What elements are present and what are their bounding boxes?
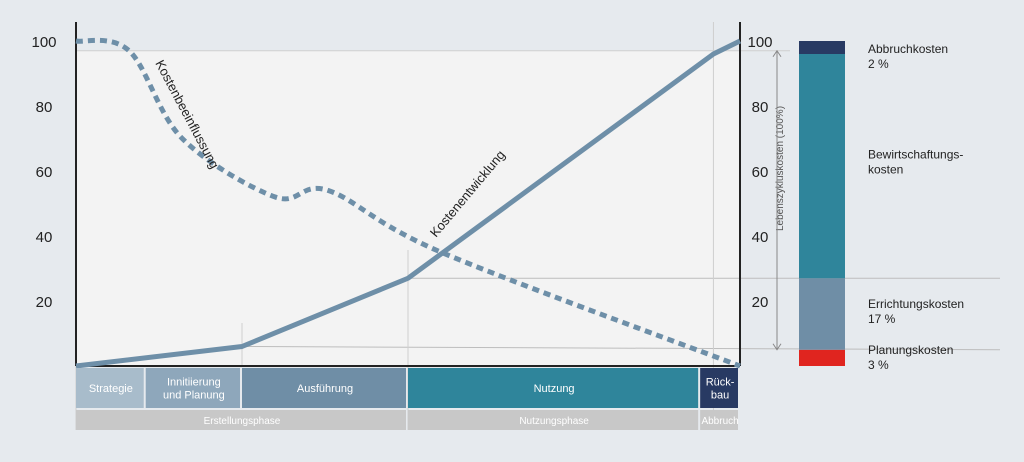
range-arrow-head	[772, 49, 782, 58]
left-axis-tick-label: 20	[36, 294, 53, 311]
phase-label: Nutzung	[534, 383, 575, 395]
range-arrow-head	[772, 343, 782, 351]
phase-group-segment	[700, 410, 738, 430]
phase-label: und Planung	[163, 390, 225, 402]
phase-segment	[242, 368, 406, 408]
stacked-bar-segment	[799, 54, 845, 279]
stacked-bar-segment	[799, 41, 845, 54]
phase-group-segment	[76, 410, 406, 430]
phase-segment	[700, 368, 738, 408]
phase-label: Strategie	[89, 383, 133, 395]
stacked-bar-value: 17 %	[868, 312, 896, 326]
right-axis-tick-label: 60	[752, 164, 769, 181]
stacked-bar-label: Errichtungskosten	[868, 297, 964, 311]
phase-label: bau	[711, 390, 729, 402]
phase-segment	[76, 368, 144, 408]
left-axis-tick-label: 60	[36, 164, 53, 181]
phase-segment	[408, 368, 699, 408]
phase-label: Ausführung	[297, 383, 353, 395]
phase-group-segment	[408, 410, 699, 430]
series-line-kostenentwicklung	[75, 38, 742, 369]
left-axis-tick-label: 100	[31, 34, 56, 51]
right-axis-tick-label: 20	[752, 294, 769, 311]
phase-segment	[145, 368, 240, 408]
phase-group-label: Abbruch	[701, 416, 738, 427]
series-line-kostenbeeinflussung	[75, 37, 741, 369]
stacked-bar-value: 3 %	[868, 358, 889, 372]
reference-line-horizontal	[241, 346, 1001, 351]
right-axis-label: Lebenszykluskosten (100%)	[775, 106, 786, 231]
stacked-bar-label: Bewirtschaftungs-	[868, 148, 963, 162]
right-axis-tick-label: 80	[752, 99, 769, 116]
stacked-bar-segment	[799, 349, 845, 366]
phase-label: Rück-	[706, 377, 735, 389]
stacked-bar-label: kosten	[868, 163, 903, 177]
stacked-bar-label: Abbruchkosten	[868, 42, 948, 56]
phase-group-label: Nutzungsphase	[519, 416, 589, 427]
stacked-bar-segment	[799, 278, 845, 350]
right-axis-tick-label: 40	[752, 229, 769, 246]
stacked-bar-label: Planungskosten	[868, 343, 953, 357]
left-axis-tick-label: 40	[36, 229, 53, 246]
phase-group-label: Erstellungsphase	[204, 416, 281, 427]
right-axis-tick-label: 100	[747, 34, 772, 51]
left-axis-tick-label: 80	[36, 99, 53, 116]
phase-label: Innitiierung	[167, 377, 221, 389]
stacked-bar-value: 2 %	[868, 57, 889, 71]
